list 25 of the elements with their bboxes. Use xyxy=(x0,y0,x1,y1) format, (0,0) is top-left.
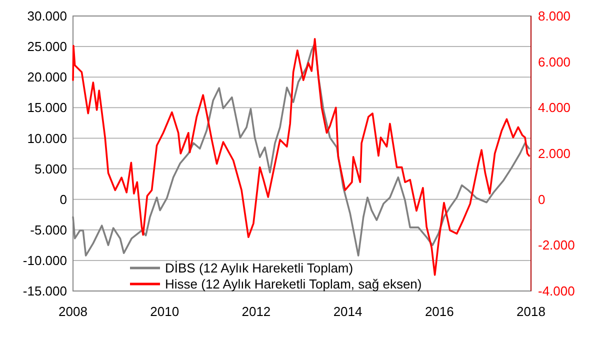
y2-tick-label: 2.000 xyxy=(538,146,571,162)
y2-tick-label: 4.000 xyxy=(538,100,571,116)
y-tick-label: 30.000 xyxy=(27,8,67,24)
y-tick-label: 10.000 xyxy=(27,130,67,146)
y2-tick-label: 6.000 xyxy=(538,54,571,70)
y2-tick-label: -4.000 xyxy=(538,284,575,299)
x-tick-label: 2014 xyxy=(333,304,362,319)
legend-label: DİBS (12 Aylık Hareketli Toplam) xyxy=(165,260,354,276)
y-tick-label: -10.000 xyxy=(22,252,67,268)
y-tick-label: -5.000 xyxy=(30,222,67,238)
x-tick-label: 2008 xyxy=(58,304,88,319)
x-tick-label: 2018 xyxy=(516,304,546,319)
y-tick-label: 25.000 xyxy=(27,39,67,54)
y-tick-label: 0 xyxy=(60,192,67,207)
y2-tick-label: 8.000 xyxy=(538,8,571,24)
x-tick-label: 2010 xyxy=(150,304,180,319)
x-tick-label: 2016 xyxy=(424,304,454,319)
x-tick-label: 2012 xyxy=(242,304,271,319)
legend-label: Hisse (12 Aylık Hareketli Toplam, sağ eksen) xyxy=(165,276,422,292)
y-tick-label: -15.000 xyxy=(22,284,67,299)
y-tick-label: 5.000 xyxy=(34,161,67,176)
y-tick-label: 20.000 xyxy=(27,70,67,85)
y2-tick-label: 0 xyxy=(538,192,546,207)
y2-tick-label: -2.000 xyxy=(538,238,575,253)
y-tick-label: 15.000 xyxy=(27,100,67,116)
